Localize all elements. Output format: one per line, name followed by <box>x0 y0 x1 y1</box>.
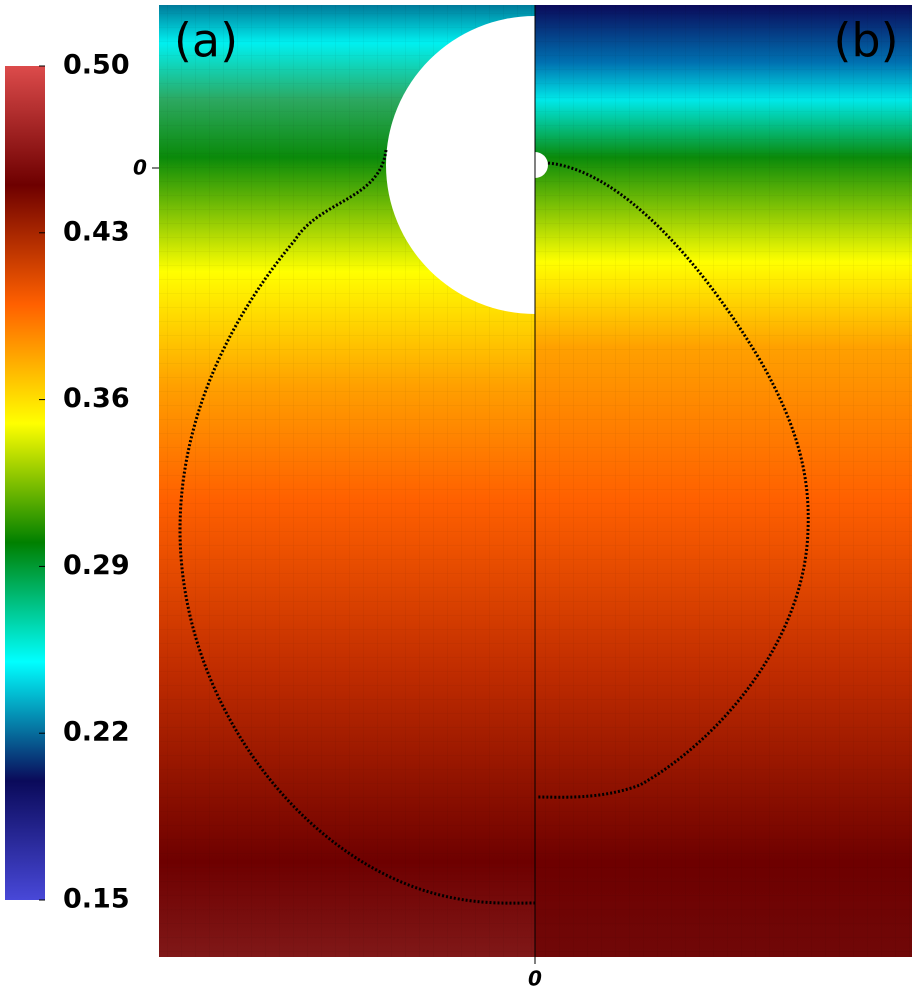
colorbar-tick-label: 0.43 <box>63 216 130 247</box>
panel-label: (b) <box>833 14 898 68</box>
contour-b <box>536 161 810 799</box>
colorbar: 0.15 0.22 0.29 0.36 0.43 0.50 <box>5 50 130 915</box>
colorbar-tick-label: 0.29 <box>63 550 130 581</box>
hole-a <box>386 16 535 314</box>
x-tick-label: 0 <box>528 967 542 991</box>
colorbar-tick-label: 0.36 <box>63 383 130 414</box>
panels <box>159 5 912 957</box>
panel-label: (a) <box>174 14 238 68</box>
colorbar-tick-label: 0.15 <box>63 884 130 915</box>
y-tick-label: 0 <box>133 156 147 180</box>
colorbar-ramp <box>5 66 45 900</box>
colorbar-tick-label: 0.50 <box>63 50 130 81</box>
colorbar-tick-label: 0.22 <box>63 717 130 748</box>
contour-a <box>178 149 536 905</box>
